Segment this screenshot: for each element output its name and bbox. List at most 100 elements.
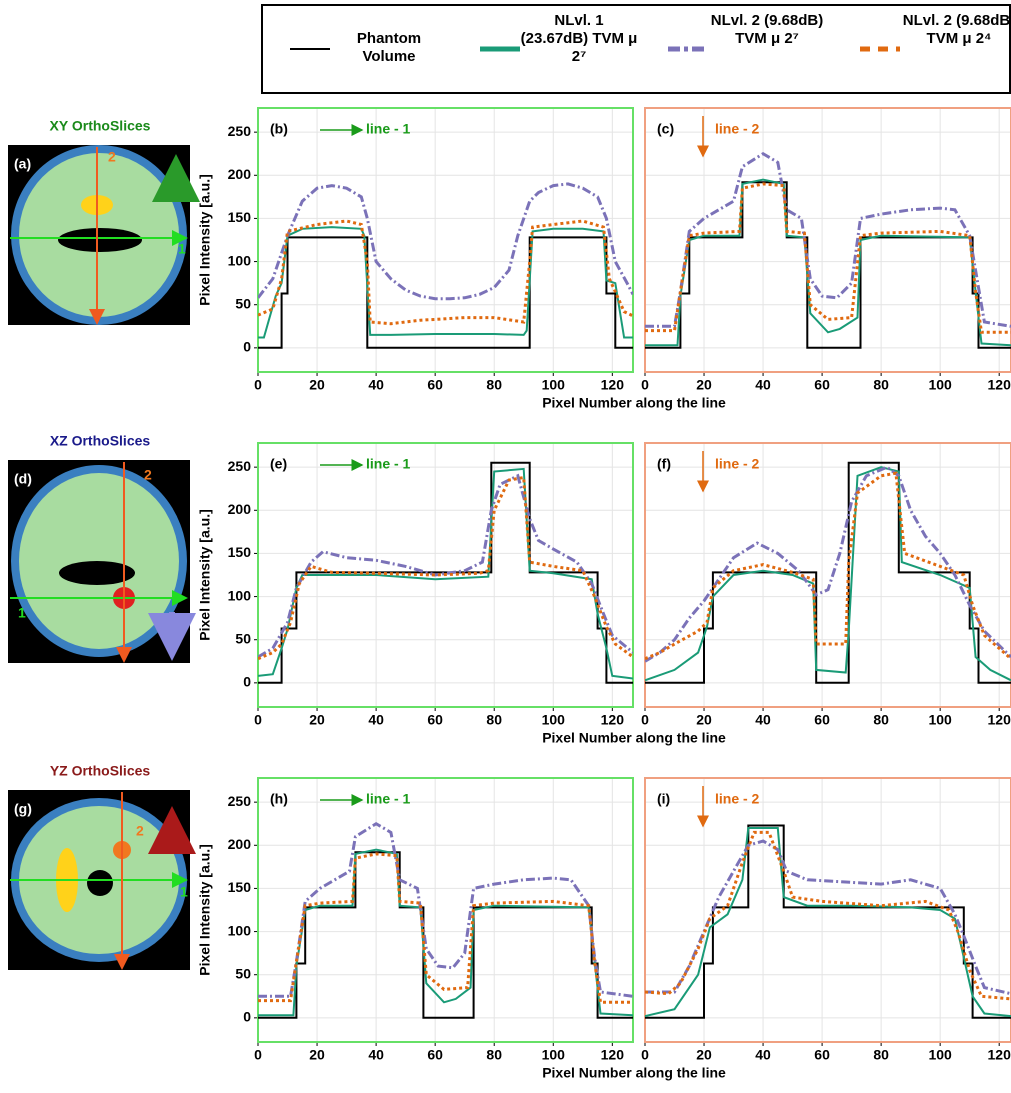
line-1-label: 1 — [178, 241, 186, 257]
x-tick-label: 0 — [641, 377, 649, 393]
x-tick-label: 100 — [542, 1047, 566, 1063]
x-tick-label: 120 — [601, 712, 625, 728]
x-tick-label: 60 — [427, 1047, 443, 1063]
x-tick-label: 20 — [696, 1047, 712, 1063]
line-1-label: 1 — [180, 884, 188, 900]
series-line — [258, 182, 633, 301]
x-tick-label: 60 — [427, 377, 443, 393]
plot-frame — [257, 777, 634, 1043]
y-tick-label: 150 — [228, 209, 252, 225]
annotation: line - 1 — [366, 121, 411, 137]
y-tick-label: 250 — [228, 458, 252, 474]
x-tick-label: 80 — [873, 1047, 889, 1063]
x-tick-label: 80 — [486, 1047, 502, 1063]
x-tick-label: 20 — [696, 712, 712, 728]
y-tick-label: 150 — [228, 544, 252, 560]
panel-label: (i) — [657, 791, 670, 807]
y-tick-label: 250 — [228, 793, 252, 809]
phantom-image: (a) 1 2 — [8, 145, 200, 325]
x-tick-label: 60 — [814, 377, 830, 393]
series-line — [258, 848, 633, 1017]
chart: 0 20 40 60 80 100 120 (f) line - 2 — [641, 442, 1011, 728]
phantom-feature — [59, 561, 135, 585]
y-tick-label: 150 — [228, 879, 252, 895]
series-line — [258, 852, 633, 1004]
y-axis-label: Pixel Intensity [a.u.] — [197, 509, 213, 640]
x-tick-label: 0 — [254, 712, 262, 728]
y-tick-label: 0 — [243, 1009, 251, 1025]
panel-label: (h) — [270, 791, 288, 807]
x-tick-label: 120 — [601, 1047, 625, 1063]
series-line — [258, 851, 633, 1019]
x-tick-label: 40 — [755, 1047, 771, 1063]
x-tick-label: 20 — [309, 712, 325, 728]
row-title: XZ OrthoSlices — [50, 433, 151, 449]
x-tick-label: 80 — [486, 377, 502, 393]
series-line — [645, 181, 1011, 349]
annotation: line - 2 — [715, 791, 760, 807]
y-tick-label: 100 — [228, 587, 252, 603]
y-tick-label: 200 — [228, 501, 252, 517]
legend-label: NLvl. 2 (9.68dB) TVM μ 2⁷ — [710, 12, 824, 47]
series-line — [645, 151, 1011, 328]
legend-entry: NLvl. 2 (9.68dB) TVM μ 2⁴ — [902, 12, 1011, 47]
x-tick-label: 100 — [928, 1047, 952, 1063]
inner-region — [19, 473, 179, 649]
x-axis-label: Pixel Number along the line — [542, 395, 726, 411]
plot-frame — [257, 107, 634, 373]
legend-box — [261, 4, 1011, 94]
x-tick-label: 0 — [641, 1047, 649, 1063]
series-line — [645, 178, 1011, 347]
image-label: (d) — [14, 471, 32, 487]
x-tick-label: 40 — [755, 712, 771, 728]
series-line — [258, 219, 633, 326]
x-tick-label: 100 — [542, 377, 566, 393]
x-tick-label: 80 — [873, 377, 889, 393]
panel-label: (b) — [270, 121, 288, 137]
series-line — [645, 471, 1011, 661]
annotation: line - 1 — [366, 791, 411, 807]
x-tick-label: 120 — [601, 377, 625, 393]
x-tick-label: 0 — [254, 377, 262, 393]
y-tick-label: 100 — [228, 922, 252, 938]
legend-entry: Phantom Volume — [356, 30, 422, 65]
y-tick-label: 0 — [243, 674, 251, 690]
panel-label: (e) — [270, 456, 287, 472]
y-tick-label: 200 — [228, 166, 252, 182]
x-tick-label: 40 — [368, 377, 384, 393]
series-line — [645, 824, 1011, 1019]
x-tick-label: 60 — [814, 1047, 830, 1063]
line-2-label: 2 — [144, 467, 152, 483]
phantom-feature — [58, 228, 142, 252]
y-tick-label: 200 — [228, 836, 252, 852]
y-tick-label: 50 — [235, 965, 251, 981]
x-tick-label: 60 — [427, 712, 443, 728]
annotation: line - 2 — [715, 456, 760, 472]
panel-label: (c) — [657, 121, 674, 137]
series-line — [645, 830, 1011, 1001]
series-line — [258, 467, 633, 680]
row-title: XY OrthoSlices — [50, 118, 151, 134]
x-tick-label: 120 — [988, 377, 1011, 393]
plot-frame — [644, 777, 1011, 1043]
series-line — [258, 821, 633, 998]
x-tick-label: 80 — [873, 712, 889, 728]
x-axis-label: Pixel Number along the line — [542, 730, 726, 746]
series-line — [645, 182, 1011, 334]
y-axis-label: Pixel Intensity [a.u.] — [197, 844, 213, 975]
legend-label: Phantom Volume — [356, 30, 422, 65]
legend-label: NLvl. 1 (23.67dB) TVM μ 2⁷ — [520, 12, 638, 65]
series-line — [645, 465, 1011, 663]
series-line — [258, 461, 633, 684]
y-tick-label: 250 — [228, 123, 252, 139]
series-line — [258, 473, 633, 659]
legend-label: NLvl. 2 (9.68dB) TVM μ 2⁴ — [902, 12, 1011, 47]
x-tick-label: 100 — [542, 712, 566, 728]
image-label: (g) — [14, 801, 32, 817]
series-line — [645, 827, 1011, 1018]
